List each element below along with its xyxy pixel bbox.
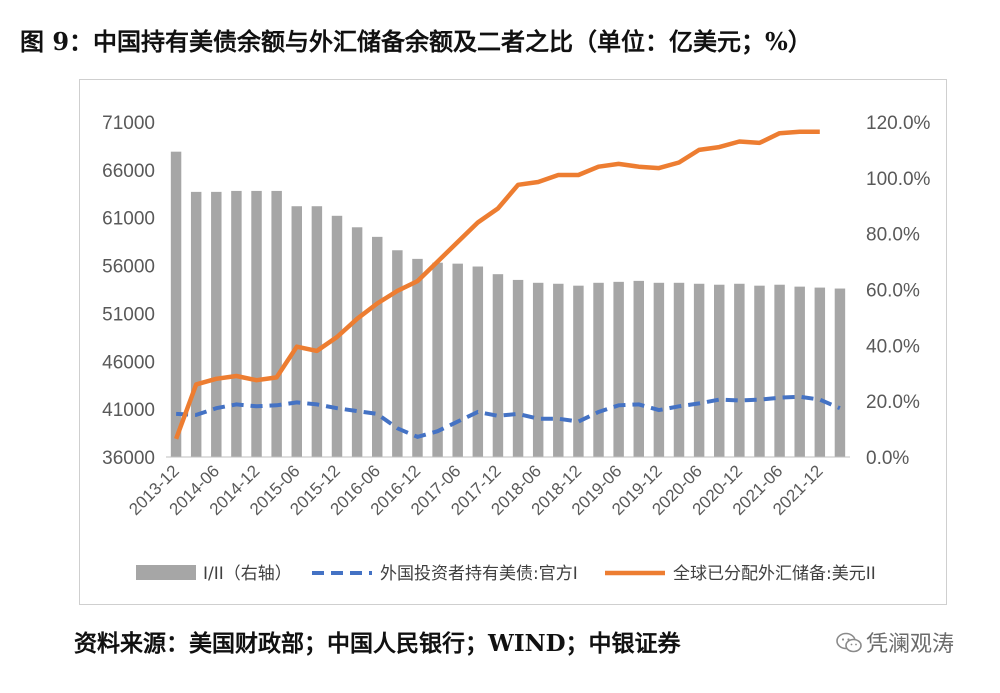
bar-19 (553, 283, 564, 457)
bar-14 (452, 263, 463, 457)
y-right-tick-2: 40.0% (866, 336, 920, 357)
bar-0 (170, 151, 182, 457)
bar-29 (754, 285, 765, 457)
y-left-tick-4: 56000 (102, 257, 155, 278)
bar-27 (714, 284, 725, 457)
bar-3 (231, 190, 242, 457)
series-official-holdings-line (176, 394, 841, 440)
y-right-tick-6: 120.0% (866, 113, 931, 134)
bar-30 (774, 284, 785, 457)
bar-11 (392, 250, 403, 457)
y-left-tick-1: 41000 (102, 400, 155, 421)
y-left-tick-7: 71000 (102, 113, 155, 134)
bar-6 (291, 206, 302, 457)
legend-label-bar: I/II（右轴） (203, 564, 292, 584)
bar-21 (593, 282, 604, 457)
legend-label-reserves: 全球已分配外汇储备:美元II (673, 564, 876, 584)
bar-9 (351, 227, 363, 457)
y-left-tick-2: 46000 (102, 352, 155, 373)
watermark: 凭澜观涛 (836, 626, 954, 658)
bar-24 (653, 282, 665, 457)
y-left-tick-5: 61000 (102, 209, 155, 230)
legend-swatch-bar (136, 565, 196, 580)
bar-20 (573, 285, 584, 457)
legend-label-official: 外国投资者持有美债:官方I (380, 564, 578, 584)
source-note: 资料来源：美国财政部；中国人民银行；WIND；中银证券 (74, 630, 681, 657)
bar-23 (633, 280, 644, 457)
bar-5 (271, 190, 282, 457)
bar-1 (190, 191, 202, 457)
y-left-tick-3: 51000 (102, 304, 155, 325)
y-right-tick-5: 100.0% (866, 169, 931, 190)
bar-7 (311, 206, 323, 457)
y-right-tick-4: 80.0% (866, 225, 920, 246)
bar-26 (693, 283, 705, 457)
bar-25 (673, 282, 685, 457)
watermark-text: 凭澜观涛 (866, 632, 955, 657)
y-right-tick-1: 20.0% (866, 392, 920, 413)
y-left-tick-6: 66000 (102, 161, 155, 182)
wechat-icon (836, 632, 862, 653)
bar-33 (834, 288, 846, 457)
bar-10 (372, 236, 383, 457)
bar-15 (472, 266, 484, 457)
bar-28 (734, 283, 745, 457)
bar-12 (412, 258, 423, 457)
bar-18 (532, 282, 544, 457)
bar-2 (211, 191, 222, 457)
bar-4 (251, 190, 262, 457)
chart-frame (79, 79, 947, 605)
y-right-tick-3: 60.0% (866, 281, 920, 302)
chart-title: 图 9：中国持有美债余额与外汇储备余额及二者之比（单位：亿美元；%） (20, 27, 812, 56)
bar-16 (492, 274, 504, 457)
bar-13 (432, 262, 443, 457)
bar-17 (512, 279, 524, 457)
bar-31 (794, 286, 805, 457)
bar-32 (814, 287, 826, 457)
y-right-tick-0: 0.0% (866, 448, 909, 469)
y-left-tick-0: 36000 (102, 448, 155, 469)
bar-22 (613, 281, 624, 457)
